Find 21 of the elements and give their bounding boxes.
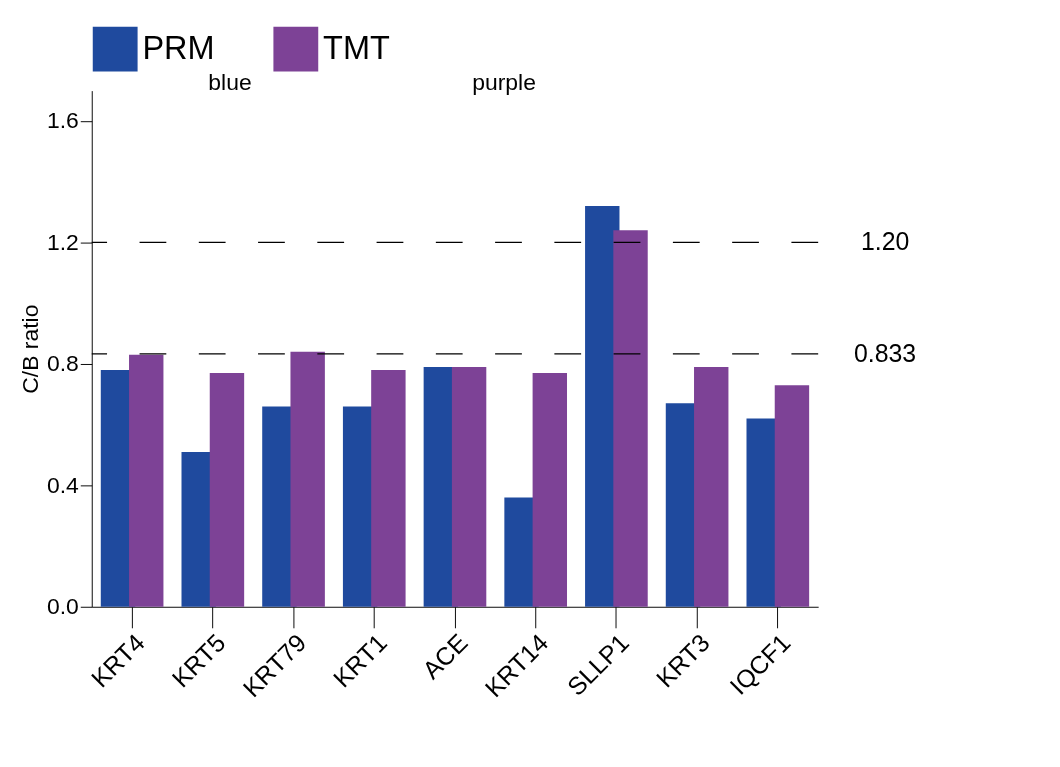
y-tick-label: 0.4 — [46, 471, 80, 498]
y-tick-label: 0.8 — [46, 350, 79, 377]
bar — [694, 366, 729, 607]
bar — [290, 351, 325, 607]
annotation: blue — [208, 68, 252, 95]
bar — [532, 373, 568, 607]
bar — [613, 230, 648, 607]
bar — [209, 373, 245, 607]
annotation: purple — [472, 68, 536, 95]
legend-label: PRM — [142, 29, 215, 66]
bar — [451, 366, 487, 607]
y-tick-label: 0.0 — [46, 592, 79, 619]
y-axis-title: C/B ratio — [17, 304, 44, 394]
bar — [371, 369, 406, 607]
legend-label: TMT — [323, 29, 390, 66]
y-tick-label: 1.6 — [46, 107, 79, 134]
bar — [129, 354, 164, 607]
bar — [774, 385, 810, 607]
ref-line-label: 0.833 — [854, 339, 917, 367]
ref-line-label: 1.20 — [860, 228, 910, 256]
y-tick-label: 1.2 — [46, 228, 79, 255]
